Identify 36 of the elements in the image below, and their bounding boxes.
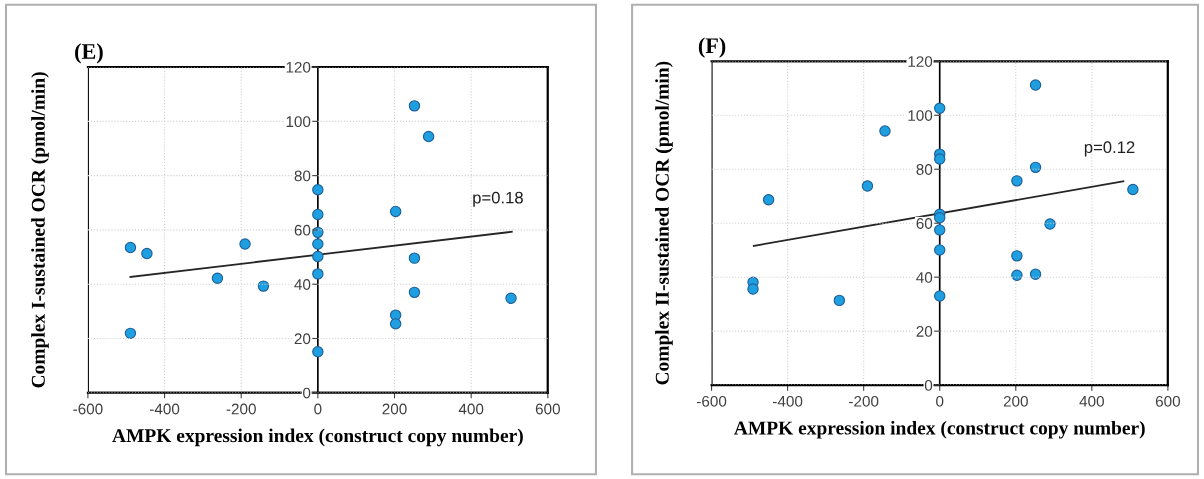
y-axis-title: Complex I-sustained OCR (pmol/min) (31, 72, 49, 388)
x-tick-label: 200 (1003, 395, 1028, 407)
y-tick-label: 120 (286, 61, 311, 73)
x-tick-label: 600 (535, 403, 560, 415)
annotation: p=0.12 (1084, 141, 1135, 157)
x-tick-label: -400 (773, 395, 803, 407)
y-tick-label: 40 (916, 272, 933, 283)
y-tick-label: 100 (286, 116, 311, 128)
x-tick-label: -600 (73, 403, 103, 415)
y-tick-label: 60 (916, 218, 933, 229)
x-tick-label: 0 (936, 395, 944, 407)
annotation: p=0.18 (473, 191, 523, 207)
x-tick-label: 400 (458, 403, 484, 415)
x-tick-label: -600 (696, 395, 727, 407)
x-tick-label: 200 (382, 403, 407, 415)
y-tick-label: 80 (294, 170, 311, 182)
x-axis-title: AMPK expression index (construct copy number) (734, 420, 1145, 439)
x-tick-label: -400 (149, 403, 180, 415)
chart-title: (F) (698, 37, 726, 58)
y-tick-label: 0 (924, 379, 933, 391)
x-tick-label: -200 (849, 395, 879, 407)
y-tick-label: 120 (908, 56, 933, 67)
y-tick-label: 20 (916, 326, 933, 337)
y-tick-label: 100 (908, 110, 933, 121)
y-axis-title: Complex II-sustained OCR (pmol/min) (655, 61, 673, 385)
y-tick-label: 40 (294, 279, 311, 290)
chart-title: (E) (75, 43, 103, 64)
x-tick-label: 0 (314, 403, 322, 415)
y-tick-label: 0 (303, 387, 311, 399)
x-tick-label: 400 (1079, 395, 1104, 407)
x-tick-label: -200 (226, 403, 256, 415)
y-tick-label: 20 (294, 333, 311, 345)
x-axis-title: AMPK expression index (construct copy number) (112, 428, 523, 447)
y-tick-label: 80 (916, 164, 933, 175)
x-tick-label: 600 (1155, 395, 1181, 407)
y-tick-label: 60 (294, 224, 311, 236)
